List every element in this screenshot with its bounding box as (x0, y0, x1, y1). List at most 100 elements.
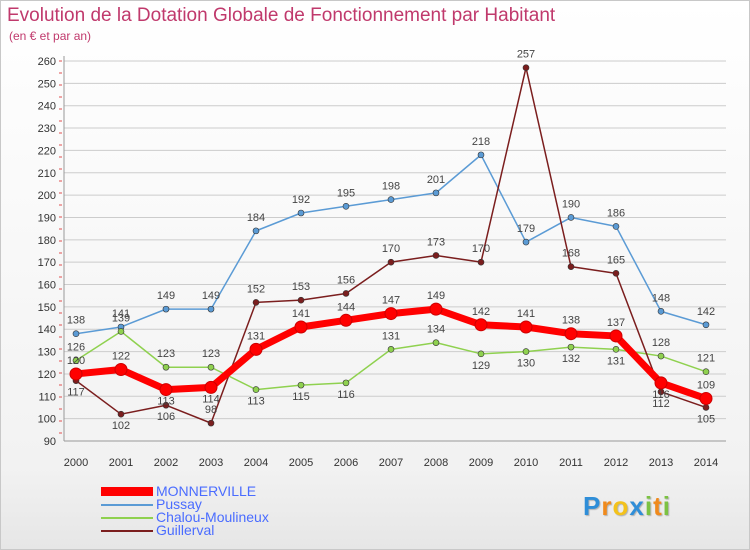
point-guillerval-2007 (387, 258, 395, 266)
x-tick-label-2013: 2013 (649, 457, 673, 469)
point-chalou-moulineux-2003 (207, 363, 215, 371)
data-label-chalou-moulineux-2008: 134 (427, 324, 445, 336)
point-monnerville-2007 (384, 307, 398, 321)
data-label-chalou-moulineux-2005: 115 (292, 391, 310, 403)
data-label-chalou-moulineux-2011: 132 (562, 353, 580, 365)
y-tick-label-190: 190 (38, 212, 56, 224)
y-tick-label-100: 100 (38, 414, 56, 426)
point-pussay-2004 (252, 227, 260, 235)
data-label-pussay-2013: 148 (652, 292, 670, 304)
data-label-pussay-2006: 195 (337, 187, 355, 199)
point-monnerville-2003 (204, 380, 218, 394)
y-tick-label-110: 110 (38, 391, 56, 403)
data-label-chalou-moulineux-2002: 123 (157, 348, 175, 360)
data-label-monnerville-2007: 147 (382, 295, 400, 307)
point-chalou-moulineux-2012 (612, 346, 620, 353)
point-guillerval-2002 (162, 401, 170, 409)
point-chalou-moulineux-2005 (297, 381, 305, 389)
x-tick-label-2005: 2005 (289, 457, 313, 469)
point-monnerville-2002 (159, 383, 173, 397)
y-tick-label-220: 220 (38, 145, 56, 157)
legend-swatch-monnerville (101, 487, 153, 496)
legend: MONNERVILLE Pussay Chalou-Moulineux Guil… (101, 483, 269, 537)
point-chalou-moulineux-2009 (477, 350, 485, 358)
grid-lines (64, 60, 726, 442)
y-tick-label-120: 120 (38, 369, 56, 381)
point-monnerville-2005 (294, 320, 308, 334)
point-monnerville-2004 (249, 342, 263, 356)
point-pussay-2013 (657, 308, 665, 315)
data-label-chalou-moulineux-2009: 129 (472, 360, 490, 372)
data-label-chalou-moulineux-2014: 121 (697, 353, 715, 365)
data-label-monnerville-2009: 142 (472, 306, 490, 318)
legend-item-pussay: Pussay (101, 496, 269, 512)
x-tick-label-2010: 2010 (514, 457, 538, 469)
point-chalou-moulineux-2010 (522, 348, 530, 355)
axes (59, 56, 726, 442)
point-guillerval-2008 (432, 252, 440, 259)
point-chalou-moulineux-2013 (657, 352, 665, 360)
point-pussay-2006 (342, 202, 350, 210)
x-tick-label-2002: 2002 (154, 457, 178, 469)
x-tick-label-2012: 2012 (604, 457, 628, 469)
x-tick-label-2007: 2007 (379, 457, 403, 469)
y-tick-label-240: 240 (38, 101, 56, 113)
data-label-monnerville-2012: 137 (607, 317, 625, 329)
point-monnerville-2013 (654, 376, 668, 390)
data-label-chalou-moulineux-2006: 116 (337, 389, 355, 401)
point-chalou-moulineux-2001 (117, 328, 125, 335)
data-label-guillerval-2008: 173 (427, 236, 445, 248)
point-chalou-moulineux-2004 (252, 386, 260, 393)
point-guillerval-2004 (252, 299, 260, 306)
data-label-monnerville-2008: 149 (427, 290, 445, 302)
point-chalou-moulineux-2000 (72, 357, 80, 364)
point-monnerville-2001 (114, 362, 128, 376)
x-tick-label-2011: 2011 (559, 457, 583, 469)
point-chalou-moulineux-2014 (702, 368, 710, 376)
data-label-guillerval-2001: 102 (112, 420, 130, 432)
data-label-guillerval-2009: 170 (472, 243, 490, 255)
y-tick-label-90: 90 (44, 436, 56, 448)
legend-label-pussay: Pussay (156, 496, 202, 512)
legend-label-monnerville: MONNERVILLE (156, 483, 257, 499)
y-tick-label-230: 230 (38, 123, 56, 135)
data-label-monnerville-2000: 120 (67, 355, 85, 367)
point-pussay-2014 (702, 321, 710, 329)
y-tick-label-180: 180 (38, 235, 56, 247)
y-tick-labels: 90 100 110 120 130 140 150 160 170 180 190 200 210 22… (38, 56, 56, 448)
data-label-guillerval-2004: 152 (247, 283, 265, 295)
point-guillerval-2009 (477, 258, 485, 266)
data-label-monnerville-2014: 109 (697, 380, 715, 392)
data-label-guillerval-2000: 117 (67, 387, 85, 399)
x-tick-label-2004: 2004 (244, 457, 268, 469)
point-guillerval-2010 (522, 64, 530, 72)
data-label-guillerval-2012: 165 (607, 254, 625, 266)
point-pussay-2003 (207, 305, 215, 313)
point-chalou-moulineux-2006 (342, 379, 350, 387)
legend-swatch-pussay (101, 503, 153, 506)
x-tick-labels: 2000 2001 2002 2003 2004 2005 2006 2007 2008 2009… (64, 457, 718, 469)
data-label-pussay-2003: 149 (202, 290, 220, 302)
data-label-chalou-moulineux-2012: 131 (607, 355, 625, 367)
data-label-monnerville-2013: 116 (652, 389, 670, 401)
point-chalou-moulineux-2011 (567, 343, 575, 351)
data-label-chalou-moulineux-2004: 113 (247, 396, 265, 408)
data-label-guillerval-2005: 153 (292, 281, 310, 293)
point-pussay-2010 (522, 238, 530, 246)
data-label-chalou-moulineux-2007: 131 (382, 330, 400, 342)
point-pussay-2002 (162, 305, 170, 313)
x-tick-label-2008: 2008 (424, 457, 448, 469)
data-label-pussay-2004: 184 (247, 212, 265, 224)
chart-title: Evolution de la Dotation Globale de Fonc… (7, 5, 556, 26)
point-guillerval-2006 (342, 290, 350, 297)
point-monnerville-2012 (609, 329, 623, 343)
point-monnerville-2011 (564, 327, 578, 341)
point-monnerville-2009 (474, 318, 488, 332)
data-label-pussay-2014: 142 (697, 306, 715, 318)
point-pussay-2011 (567, 214, 575, 221)
data-label-monnerville-2002: 113 (157, 396, 175, 408)
point-guillerval-2005 (297, 296, 305, 304)
data-label-guillerval-2007: 170 (382, 243, 400, 255)
